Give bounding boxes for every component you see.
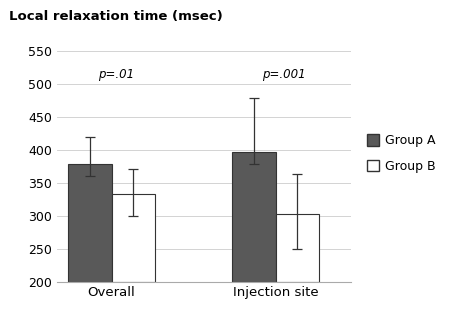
Bar — [275, 214, 319, 282]
Bar — [232, 152, 275, 282]
Text: Local relaxation time (msec): Local relaxation time (msec) — [9, 10, 223, 23]
Legend: Group A, Group B: Group A, Group B — [364, 132, 438, 175]
Bar — [111, 194, 155, 282]
Text: p=.001: p=.001 — [263, 68, 306, 81]
Bar — [68, 164, 111, 282]
Text: p=.01: p=.01 — [99, 68, 135, 81]
